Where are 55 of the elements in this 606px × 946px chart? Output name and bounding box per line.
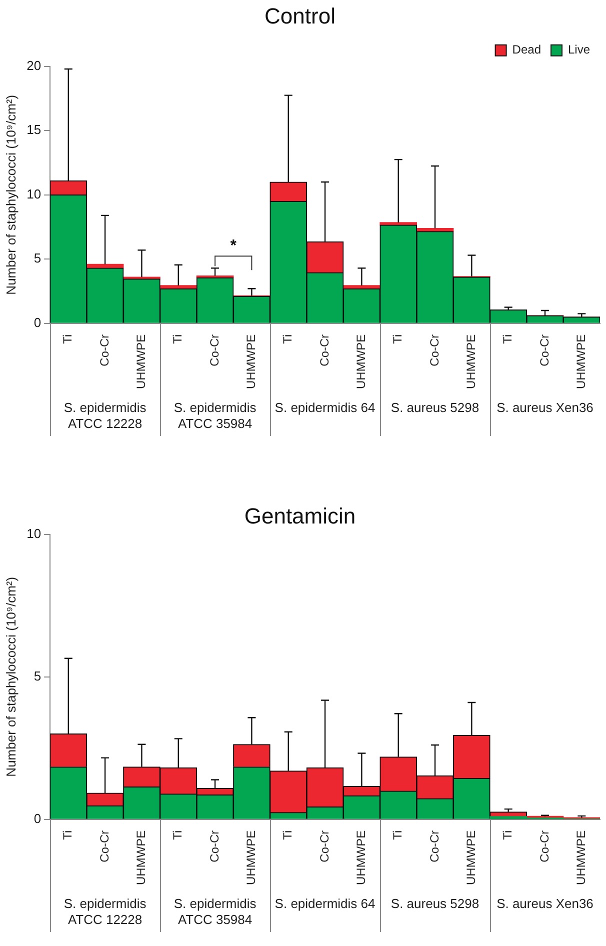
x-tick-label: Co-Cr [537,830,552,862]
x-tick-label: Ti [60,334,75,344]
x-tick-label: Ti [390,830,405,840]
x-tick-label: Co-Cr [427,334,442,366]
x-tick-label: UHMWPE [134,334,148,390]
x-tick-label: UHMWPE [574,830,588,886]
x-tick-label: Ti [60,830,75,840]
y-tick-label: 15 [26,122,42,138]
text: S. aureus Xen36 [496,896,594,912]
x-tick-label: Ti [280,334,295,344]
x-tick-label: Co-Cr [317,830,332,862]
text: S. epidermidis ATCC 12228 [62,400,148,432]
x-tick-label: Ti [390,334,405,344]
x-tick-label: Co-Cr [97,334,112,366]
x-tick-label: UHMWPE [464,830,478,886]
x-tick-label: Ti [500,334,515,344]
y-tick-label: 0 [34,314,42,330]
legend-label: Dead [512,42,541,57]
text: S. epidermidis 64 [274,896,376,912]
x-tick-label: UHMWPE [134,830,148,886]
x-tick-label: UHMWPE [574,334,588,390]
y-tick-label: 5 [34,250,42,266]
x-tick-label: UHMWPE [354,334,368,390]
text: S. aureus 5298 [390,896,480,912]
text: S. aureus Xen36 [496,400,594,416]
x-tick-label: Ti [170,334,185,344]
y-tick-label: 0 [34,810,42,826]
x-tick-label: Ti [170,830,185,840]
text: S. epidermidis ATCC 35984 [172,896,258,928]
text: S. epidermidis 64 [274,400,376,416]
y-tick-label: 10 [26,186,42,202]
chart-title: Control [264,3,336,28]
x-tick-label: UHMWPE [464,334,478,390]
x-tick-label: Co-Cr [427,830,442,862]
x-tick-label: Co-Cr [207,830,222,862]
x-tick-label: Ti [500,830,515,840]
x-tick-label: UHMWPE [354,830,368,886]
y-axis-title: Number of staphylococci (10⁹/cm²) [3,576,18,777]
x-tick-label: Co-Cr [97,830,112,862]
y-axis-title: Number of staphylococci (10⁹/cm²) [3,94,18,295]
x-tick-label: Ti [280,830,295,840]
annotation: * [230,238,238,254]
legend-label: Live [568,42,590,57]
x-tick-label: Co-Cr [537,334,552,366]
chart-title: Gentamicin [244,503,356,528]
x-tick-label: UHMWPE [244,830,258,886]
x-tick-label: Co-Cr [317,334,332,366]
y-tick-label: 20 [26,58,42,73]
x-tick-label: UHMWPE [244,334,258,390]
y-tick-label: 10 [26,526,42,541]
text: S. epidermidis ATCC 12228 [62,896,148,928]
text: S. epidermidis ATCC 35984 [172,400,258,432]
text: S. aureus 5298 [390,400,480,416]
y-tick-label: 5 [34,668,42,684]
x-tick-label: Co-Cr [207,334,222,366]
